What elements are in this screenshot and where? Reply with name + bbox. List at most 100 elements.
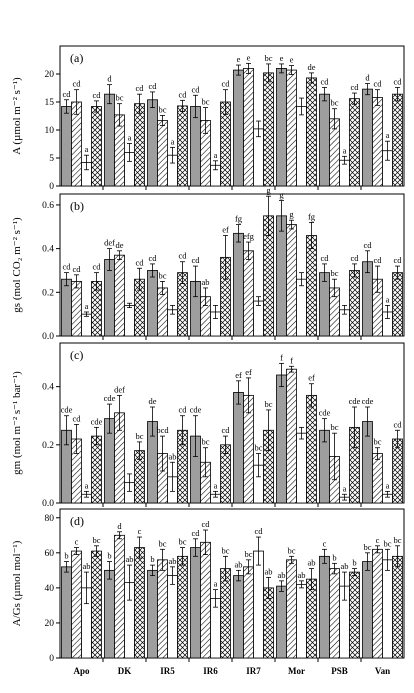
bar — [319, 93, 330, 187]
significance-label: a — [214, 579, 218, 589]
bar — [296, 278, 307, 337]
significance-label: a — [386, 480, 390, 490]
significance-label: a — [171, 136, 175, 146]
significance-label: ab — [340, 561, 348, 571]
significance-label: cde — [362, 396, 374, 406]
significance-label: bc — [201, 97, 209, 107]
significance-label: cd — [191, 84, 200, 94]
bar — [349, 98, 360, 187]
significance-label: e — [247, 52, 251, 62]
x-tick-label: DK — [118, 666, 132, 676]
significance-label: bc — [383, 538, 391, 548]
significance-label: cd — [221, 425, 230, 435]
significance-label: bc — [393, 535, 401, 545]
bar — [147, 569, 158, 659]
bar — [296, 432, 307, 504]
significance-label: a — [214, 150, 218, 160]
bar — [286, 368, 297, 504]
y-tick-label: 80 — [45, 514, 55, 524]
significance-label: c — [323, 538, 327, 548]
significance-label: a — [85, 301, 89, 311]
bar — [243, 250, 254, 337]
y-tick-label: 15 — [45, 98, 55, 108]
bar — [329, 568, 340, 659]
significance-label: cd — [135, 257, 144, 267]
bar — [200, 541, 211, 659]
y-tick-label: 20 — [45, 619, 55, 629]
bar — [276, 374, 287, 504]
bar — [306, 77, 317, 187]
panel-label: (c) — [70, 348, 83, 362]
significance-label: b — [64, 551, 68, 561]
bar — [233, 392, 244, 504]
bar — [104, 259, 115, 337]
bar — [220, 568, 231, 659]
significance-label: bc — [264, 53, 272, 63]
bar — [134, 547, 145, 659]
bar — [124, 305, 135, 337]
significance-label: cd — [62, 89, 71, 99]
significance-label: bc — [373, 437, 381, 447]
significance-label: cd — [178, 405, 187, 415]
significance-label: def — [104, 238, 115, 248]
x-tick-label: Van — [375, 666, 390, 676]
significance-label: de — [307, 62, 315, 72]
y-tick-label: 0.0 — [42, 499, 54, 509]
significance-label: e — [237, 54, 241, 64]
significance-label: cd — [191, 255, 200, 265]
bar — [157, 120, 168, 187]
significance-label: ab — [307, 558, 315, 568]
bar — [276, 585, 287, 659]
bar — [104, 569, 115, 659]
significance-label: a — [343, 483, 347, 493]
significance-label: bc — [92, 535, 100, 545]
bar — [319, 555, 330, 659]
significance-label: ab — [297, 570, 305, 580]
significance-label: d — [107, 74, 112, 84]
significance-label: cd — [393, 419, 402, 429]
bar — [61, 106, 72, 187]
significance-label: d — [117, 521, 122, 531]
significance-label: cd — [363, 240, 372, 250]
significance-label: bc — [254, 443, 262, 453]
x-tick-label: PSB — [331, 666, 348, 676]
bar — [81, 313, 92, 337]
bar — [167, 575, 178, 659]
bar — [233, 232, 244, 337]
significance-label: cde — [91, 416, 103, 426]
significance-label: a — [386, 294, 390, 304]
significance-label: ef — [235, 370, 242, 380]
x-tick-label: Apo — [73, 666, 90, 676]
bar — [372, 548, 383, 659]
y-tick-label: 20 — [45, 70, 55, 80]
significance-label: cd — [373, 79, 382, 89]
significance-label: cd — [178, 251, 187, 261]
significance-label: bc — [221, 545, 229, 555]
significance-label: cd — [350, 253, 359, 263]
bar — [147, 99, 158, 187]
bar — [392, 93, 403, 187]
bar — [233, 69, 244, 187]
bar — [61, 278, 72, 337]
panel-2: 0.00.20.40.6gs (mol CO₂ m⁻² s⁻¹)(b)cd cda… — [11, 185, 405, 342]
significance-label: e — [280, 53, 284, 63]
bar — [362, 561, 373, 659]
significance-label: ef — [308, 373, 315, 383]
bar — [157, 559, 168, 659]
panel-label: (d) — [70, 514, 84, 528]
significance-label: de — [148, 396, 156, 406]
bar — [253, 550, 264, 659]
significance-label: cde — [319, 408, 331, 418]
x-tick-label: IR6 — [203, 666, 218, 676]
significance-label: ab — [168, 556, 176, 566]
bar — [286, 224, 297, 337]
bar — [306, 235, 317, 337]
significance-label: ef — [222, 225, 229, 235]
y-tick-label: 0.6 — [42, 201, 54, 211]
significance-label: cd — [254, 526, 263, 536]
significance-label: cd — [191, 528, 200, 538]
significance-label: a — [386, 130, 390, 140]
bar — [190, 106, 201, 187]
significance-label: ab — [125, 554, 133, 564]
